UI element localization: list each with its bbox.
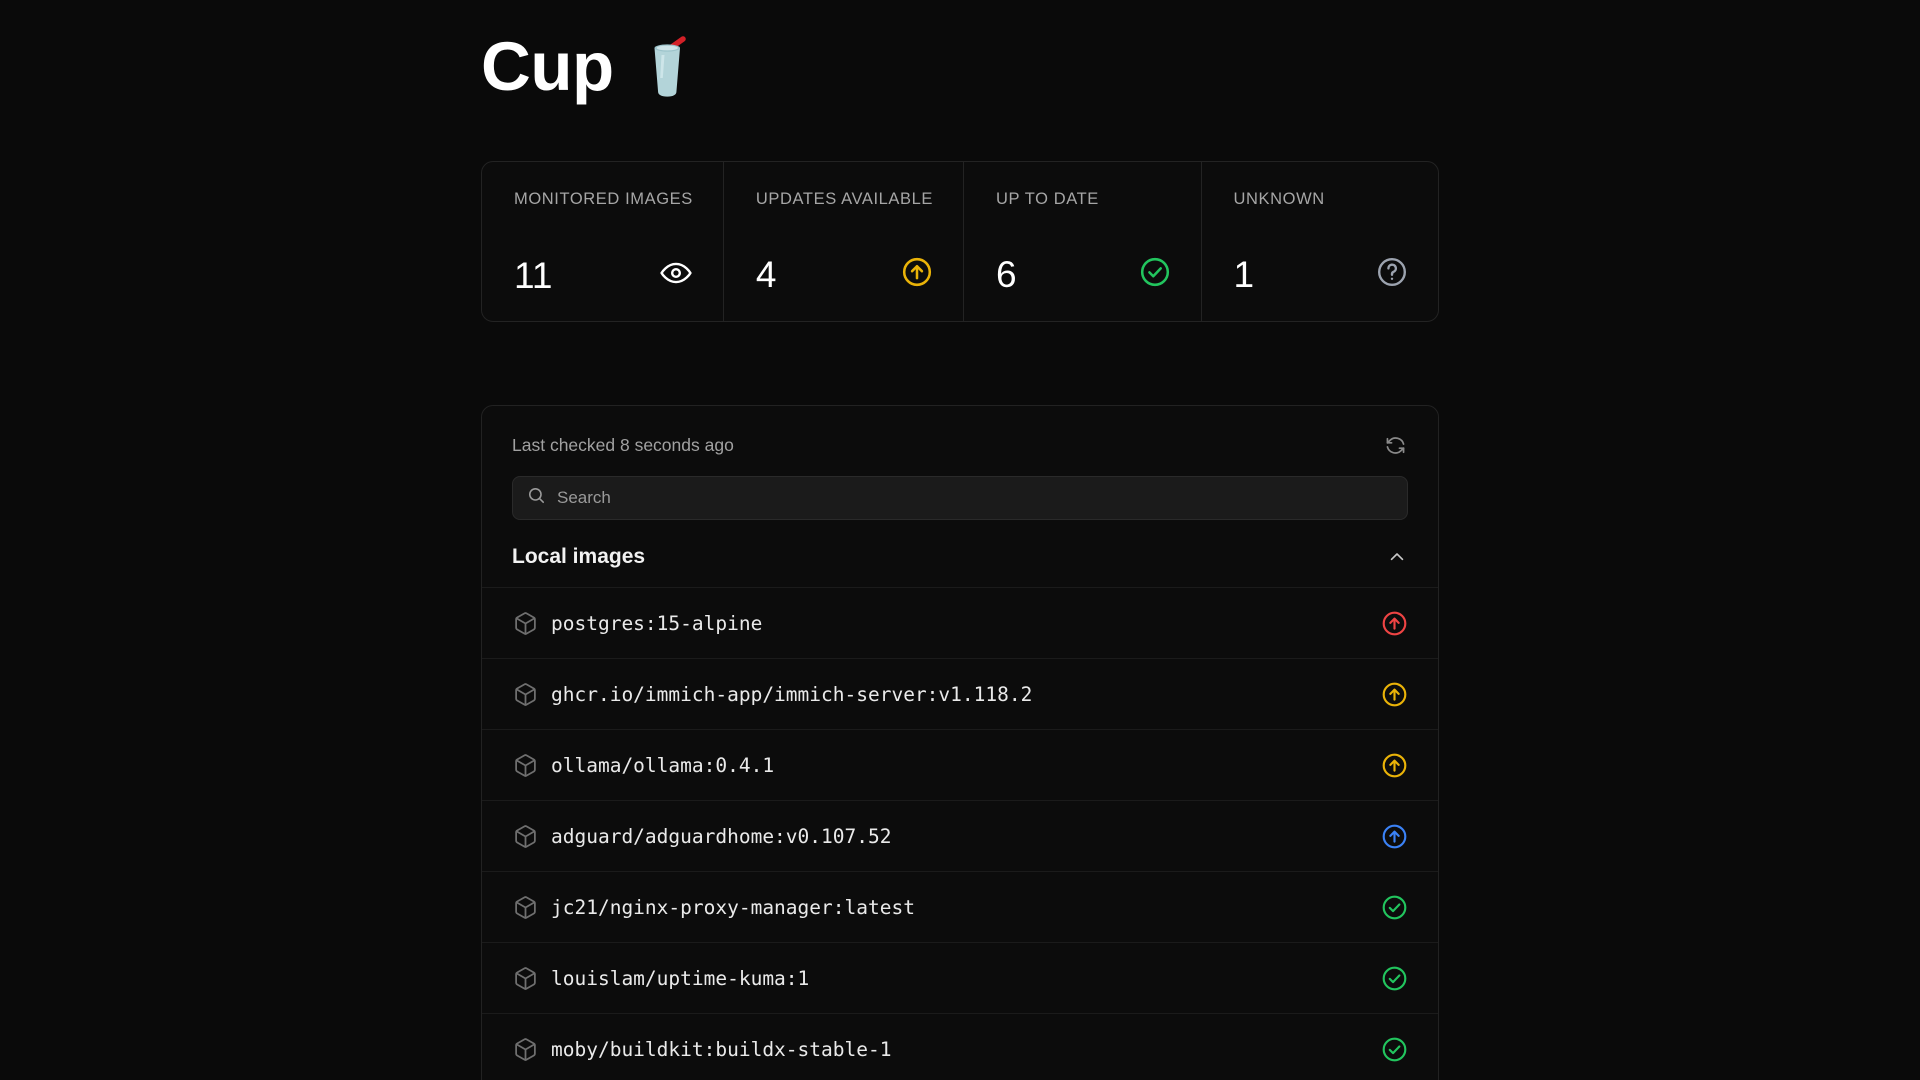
stats-summary-card: MONITORED IMAGES 11 UPDATES AVAILABLE 4	[481, 161, 1439, 322]
image-name: ollama/ollama:0.4.1	[551, 753, 775, 777]
stat-value: 11	[514, 255, 553, 296]
stat-card-up-to-date[interactable]: UP TO DATE 6	[964, 162, 1202, 321]
arrow-up-circle-icon	[901, 256, 933, 293]
stat-card-monitored-images[interactable]: MONITORED IMAGES 11	[482, 162, 724, 321]
chevron-up-icon[interactable]	[1386, 546, 1408, 568]
stat-label: UPDATES AVAILABLE	[755, 190, 934, 208]
image-name: adguard/adguardhome:v0.107.52	[551, 824, 892, 848]
image-row[interactable]: louislam/uptime-kuma:1	[482, 942, 1438, 1013]
box-icon	[512, 823, 538, 849]
box-icon	[512, 894, 538, 920]
box-icon	[512, 610, 538, 636]
stat-card-updates-available[interactable]: UPDATES AVAILABLE 4	[724, 162, 965, 321]
image-row[interactable]: ollama/ollama:0.4.1	[482, 729, 1438, 800]
image-name: louislam/uptime-kuma:1	[551, 966, 810, 990]
arrow-up-circle-icon[interactable]	[1381, 823, 1408, 850]
app-title-text: Cup	[481, 27, 614, 105]
section-title: Local images	[512, 545, 646, 568]
arrow-up-circle-icon[interactable]	[1381, 681, 1408, 708]
search-icon	[527, 486, 546, 510]
check-circle-icon	[1139, 256, 1171, 293]
images-panel: Last checked 8 seconds ago	[481, 405, 1439, 1080]
check-circle-icon[interactable]	[1381, 894, 1408, 921]
check-circle-icon[interactable]	[1381, 965, 1408, 992]
image-row[interactable]: moby/buildkit:buildx-stable-1	[482, 1013, 1438, 1080]
page-title: Cup	[481, 30, 686, 102]
section-header-local-images[interactable]: Local images	[482, 545, 1438, 587]
stat-label: UP TO DATE	[996, 190, 1099, 208]
stat-card-unknown[interactable]: UNKNOWN 1	[1202, 162, 1438, 321]
refresh-icon[interactable]	[1382, 432, 1408, 458]
image-row[interactable]: ghcr.io/immich-app/immich-server:v1.118.…	[482, 658, 1438, 729]
box-icon	[512, 681, 538, 707]
stat-value: 6	[996, 254, 1017, 295]
box-icon	[512, 965, 538, 991]
eye-icon	[659, 256, 693, 295]
image-row[interactable]: jc21/nginx-proxy-manager:latest	[482, 871, 1438, 942]
panel-header: Last checked 8 seconds ago	[482, 406, 1438, 520]
stat-label: UNKNOWN	[1233, 190, 1325, 208]
last-checked-text: Last checked 8 seconds ago	[512, 434, 734, 455]
image-name: ghcr.io/immich-app/immich-server:v1.118.…	[551, 682, 1033, 706]
stat-label: MONITORED IMAGES	[514, 190, 693, 208]
arrow-up-circle-icon[interactable]	[1381, 752, 1408, 779]
search-bar[interactable]	[512, 476, 1408, 520]
box-icon	[512, 752, 538, 778]
image-name: postgres:15-alpine	[551, 611, 763, 635]
cup-with-straw-emoji	[630, 30, 686, 102]
image-list: postgres:15-alpine ghcr.io/immich-app/im…	[482, 587, 1438, 1080]
stat-value: 1	[1233, 254, 1255, 295]
help-circle-icon	[1376, 256, 1408, 293]
image-row[interactable]: adguard/adguardhome:v0.107.52	[482, 800, 1438, 871]
arrow-up-circle-icon[interactable]	[1381, 610, 1408, 637]
image-row[interactable]: postgres:15-alpine	[482, 587, 1438, 658]
box-icon	[512, 1036, 538, 1062]
stat-value: 4	[755, 254, 777, 295]
check-circle-icon[interactable]	[1381, 1036, 1408, 1063]
image-name: moby/buildkit:buildx-stable-1	[551, 1037, 892, 1061]
search-input[interactable]	[557, 488, 1393, 508]
image-name: jc21/nginx-proxy-manager:latest	[551, 895, 915, 919]
